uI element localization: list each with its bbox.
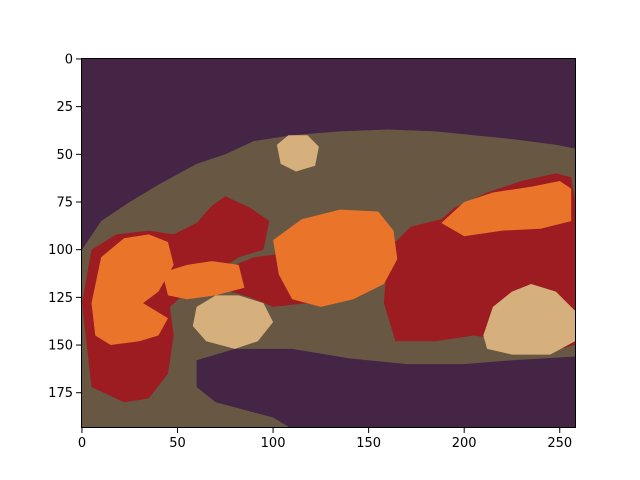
region-orange-8: [441, 181, 572, 237]
y-tick-label-175: 175: [48, 386, 73, 401]
image-regions: [82, 129, 575, 428]
y-tick-label-50: 50: [56, 148, 73, 163]
y-tick-label-75: 75: [56, 195, 73, 210]
region-tan-10: [483, 284, 575, 355]
axes-frame: [81, 58, 576, 428]
region-background-1: [196, 348, 575, 428]
y-tick-label-150: 150: [48, 339, 73, 354]
plot-area: [81, 58, 576, 428]
region-tan-11: [276, 135, 319, 172]
x-tick-label-100: 100: [261, 436, 286, 451]
region-orange-5: [91, 234, 174, 345]
y-tick-label-125: 125: [48, 291, 73, 306]
y-axis: 0 25 50 75 100 125 150 175: [48, 52, 81, 401]
x-axis: 0 50 100 150 200 250: [78, 428, 572, 451]
y-tick-label-0: 0: [65, 52, 73, 67]
x-tick-label-200: 200: [452, 436, 477, 451]
y-tick-label-25: 25: [56, 100, 73, 115]
region-orange-6: [273, 209, 398, 307]
y-tick-label-100: 100: [48, 243, 73, 258]
x-tick-label-250: 250: [547, 436, 572, 451]
region-tan-9: [192, 295, 274, 349]
x-tick-label-0: 0: [78, 436, 86, 451]
x-tick-label-50: 50: [169, 436, 186, 451]
region-orange-7: [162, 261, 245, 300]
x-tick-label-150: 150: [356, 436, 381, 451]
